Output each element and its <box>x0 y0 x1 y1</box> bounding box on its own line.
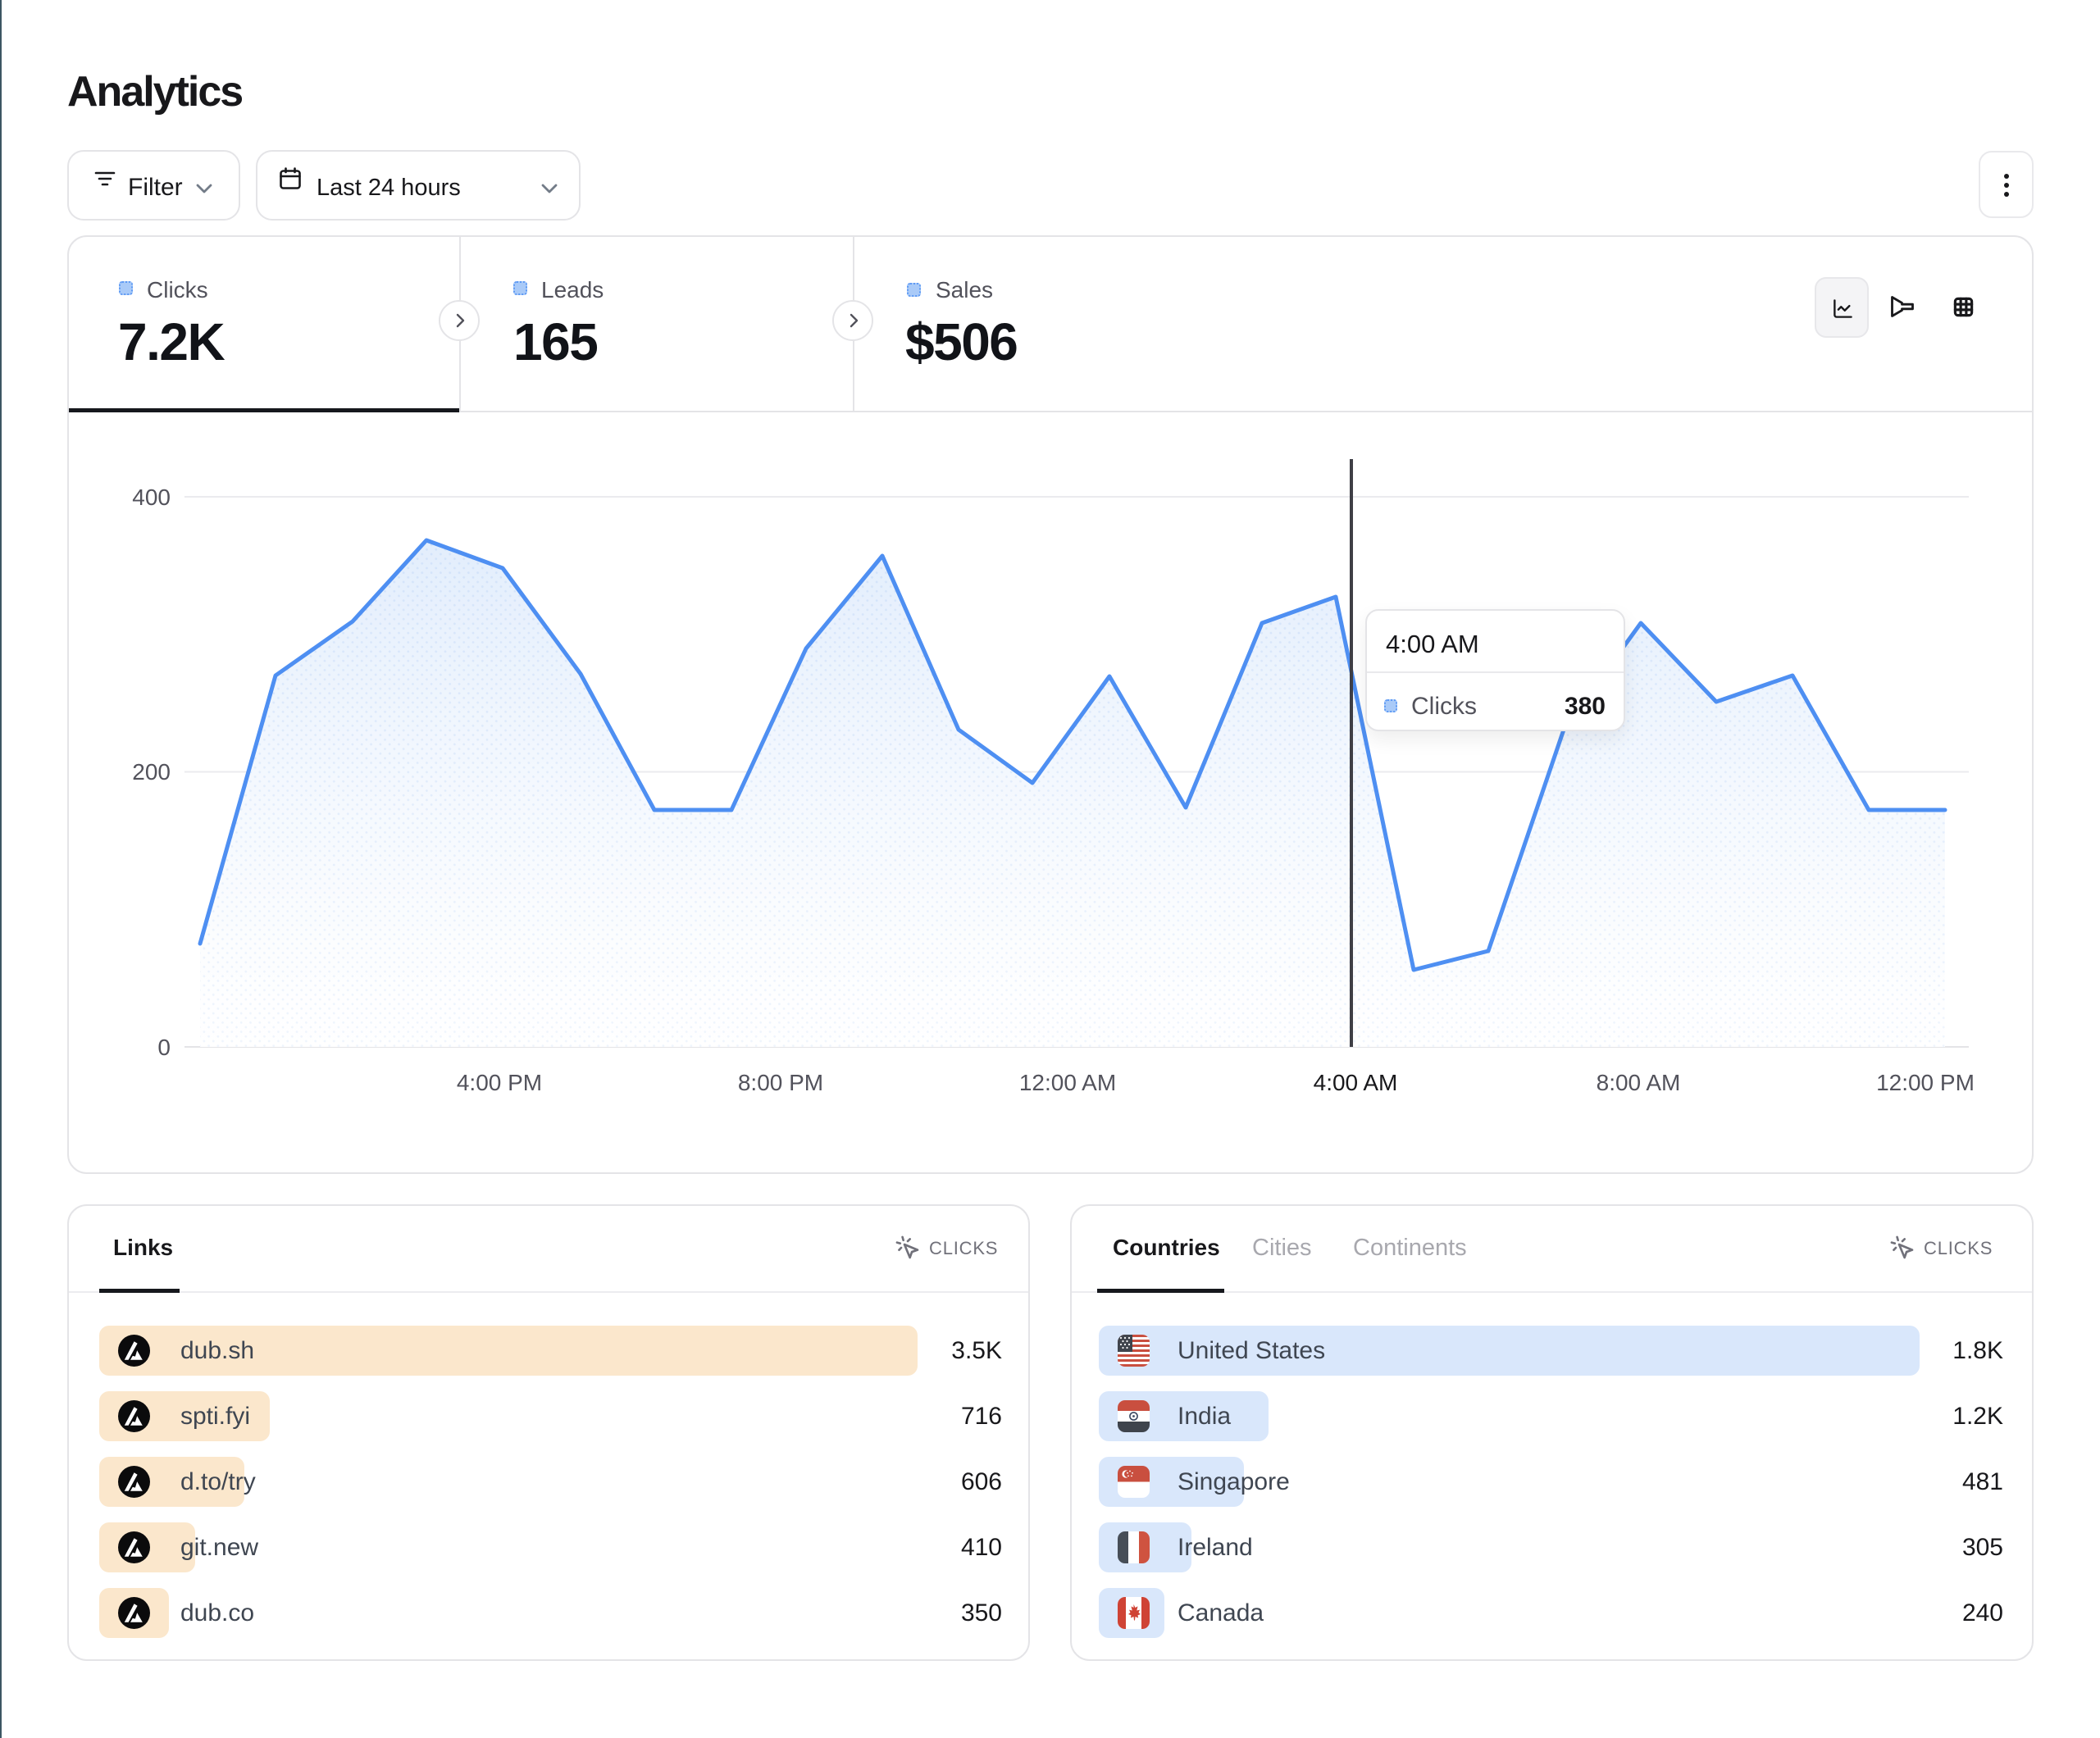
svg-text:4:00 PM: 4:00 PM <box>457 1070 542 1095</box>
svg-text:12:00 PM: 12:00 PM <box>1876 1070 1975 1095</box>
svg-text:200: 200 <box>132 759 171 785</box>
svg-text:12:00 AM: 12:00 AM <box>1019 1070 1116 1095</box>
svg-text:8:00 AM: 8:00 AM <box>1597 1070 1681 1095</box>
svg-text:8:00 PM: 8:00 PM <box>738 1070 823 1095</box>
svg-text:4:00 AM: 4:00 AM <box>1314 1070 1398 1095</box>
svg-text:400: 400 <box>132 485 171 510</box>
svg-text:0: 0 <box>157 1035 171 1060</box>
